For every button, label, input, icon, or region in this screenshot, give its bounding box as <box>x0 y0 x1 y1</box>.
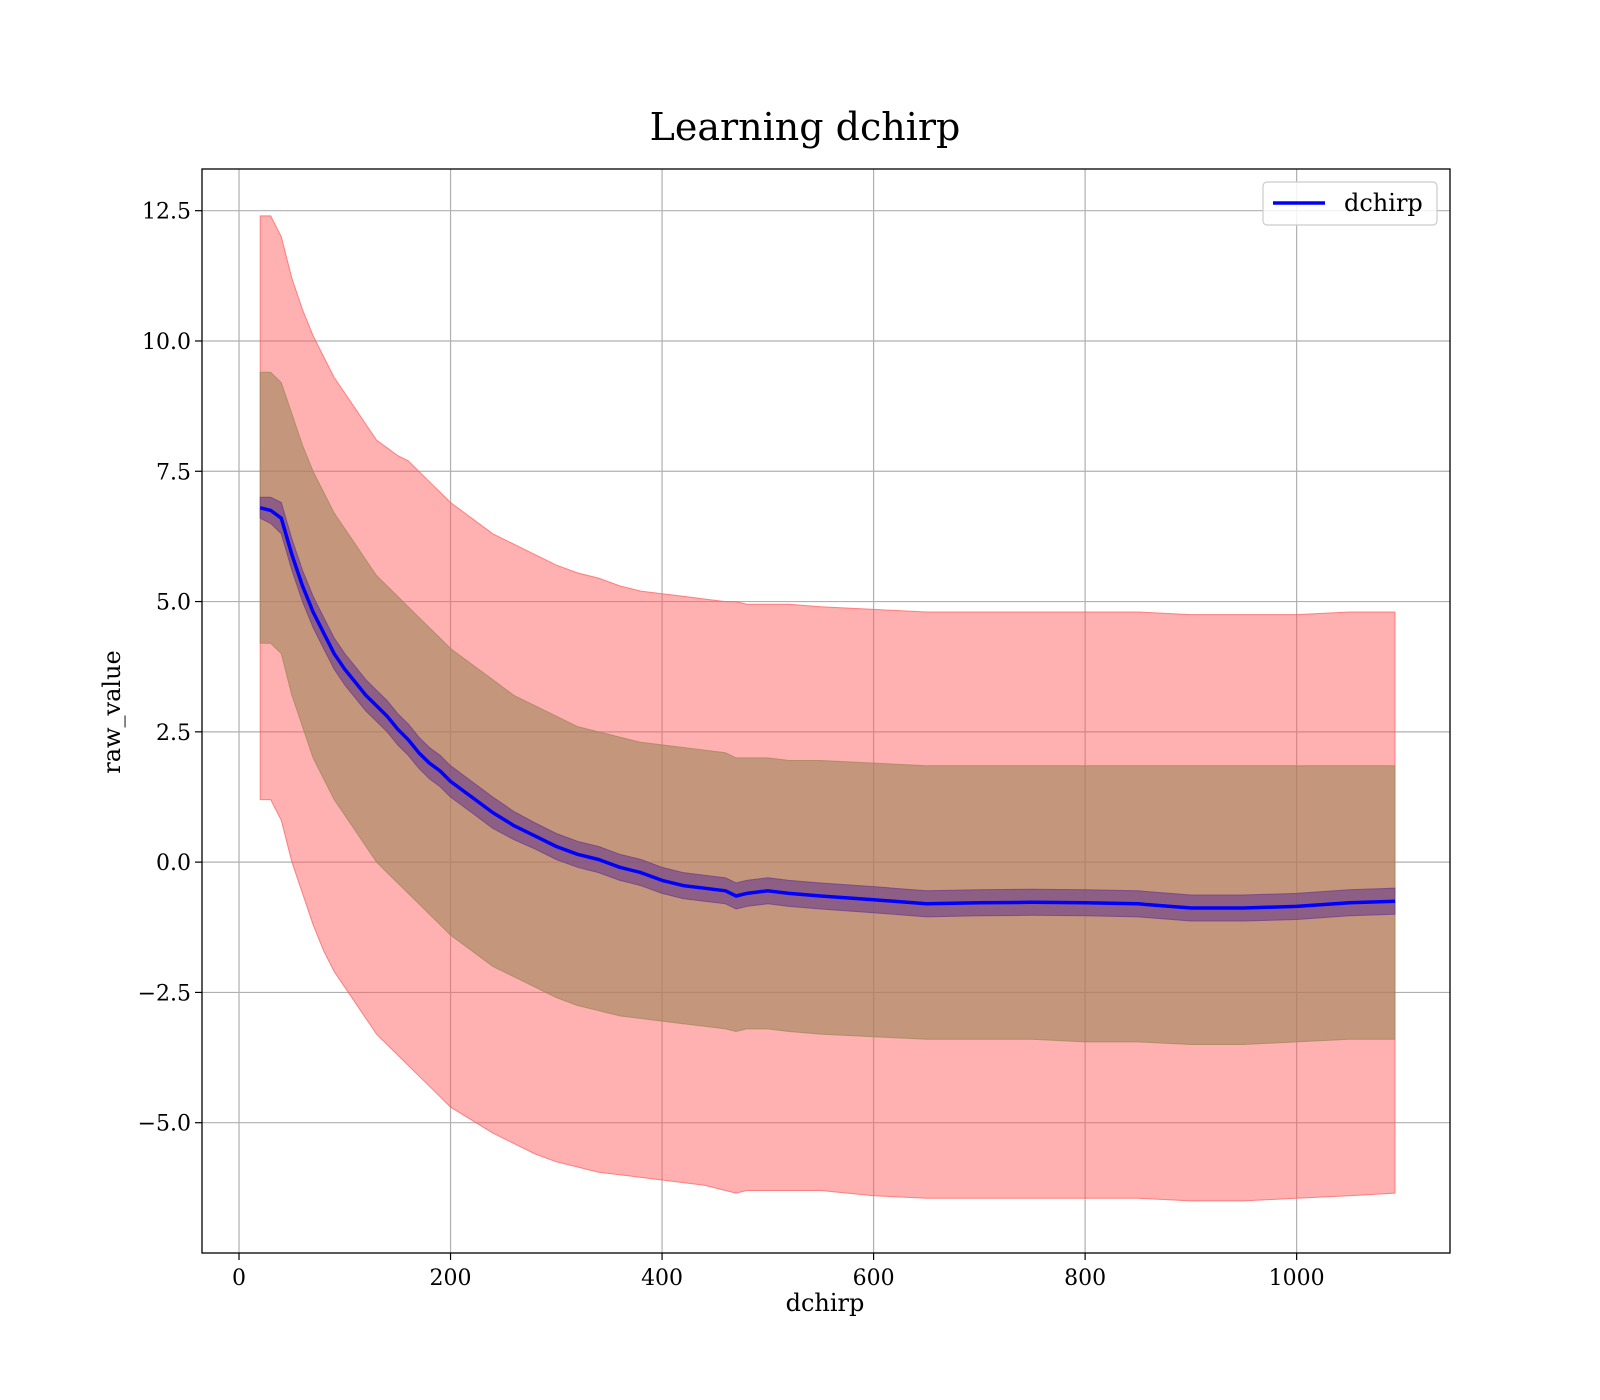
x-tick-label-5: 1000 <box>1269 1266 1325 1291</box>
band-middle <box>259 371 1396 1045</box>
y-tick-label-5: 7.5 <box>156 460 191 485</box>
bands <box>259 215 1396 1202</box>
x-tick-label-0: 0 <box>232 1266 246 1291</box>
plot-frame <box>201 168 1451 1254</box>
x-tick-label-4: 800 <box>1064 1266 1106 1291</box>
series-lines <box>259 506 1396 910</box>
grid <box>202 169 1450 1253</box>
y-tick-label-3: 2.5 <box>156 721 191 746</box>
legend-label-dchirp: dchirp <box>1344 189 1423 217</box>
x-axis-ticks: 0 200 400 600 800 1000 <box>232 1253 1325 1291</box>
x-tick-label-2: 400 <box>641 1266 683 1291</box>
legend-box <box>1262 181 1438 226</box>
chart-title: Learning dchirp <box>650 105 961 149</box>
x-tick-label-1: 200 <box>430 1266 472 1291</box>
y-axis-ticks: −5.0 −2.5 0.0 2.5 5.0 7.5 10.0 12.5 <box>138 200 202 1137</box>
y-axis-label: raw_value <box>98 650 126 774</box>
y-tick-label-1: −2.5 <box>138 981 191 1006</box>
x-tick-label-3: 600 <box>853 1266 895 1291</box>
y-tick-label-2: 0.0 <box>156 851 191 876</box>
series-line-dchirp <box>259 506 1396 910</box>
y-tick-label-7: 12.5 <box>142 200 191 225</box>
y-tick-label-4: 5.0 <box>156 591 191 616</box>
y-tick-label-0: −5.0 <box>138 1112 191 1137</box>
band-inner <box>259 496 1396 922</box>
x-axis-label: dchirp <box>786 1289 865 1317</box>
y-tick-label-6: 10.0 <box>142 330 191 355</box>
legend: dchirp <box>1262 181 1438 226</box>
